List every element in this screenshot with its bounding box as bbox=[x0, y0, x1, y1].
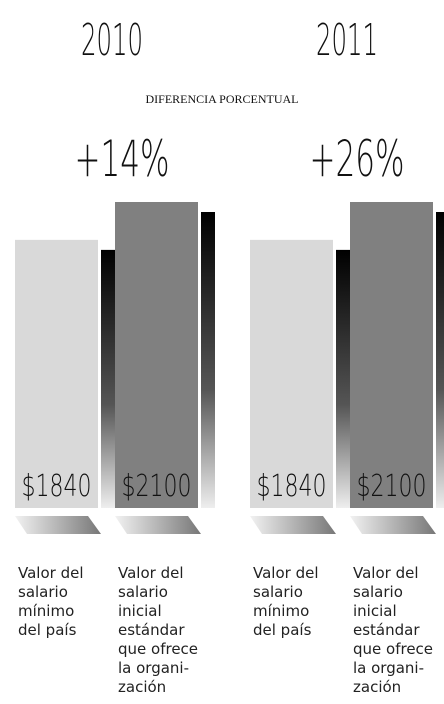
bar-side-shadow bbox=[101, 249, 115, 508]
category-label: Valor del bbox=[353, 564, 419, 582]
percent-annotation: +26% bbox=[310, 130, 405, 188]
category-label: la organi- bbox=[118, 659, 189, 677]
value-label: $2100 bbox=[122, 469, 192, 504]
category-label: que ofrece bbox=[353, 640, 433, 658]
category-label: estándar bbox=[118, 621, 185, 639]
bar-floor-shadow bbox=[15, 516, 101, 534]
bar bbox=[250, 239, 333, 508]
bar-floor-shadow bbox=[250, 516, 336, 534]
category-label: la organi- bbox=[353, 659, 424, 677]
bar-floor-shadow bbox=[350, 516, 436, 534]
category-label: zación bbox=[118, 678, 166, 696]
category-label: salario bbox=[353, 583, 403, 601]
category-label: mínimo bbox=[253, 602, 309, 620]
value-label: $2100 bbox=[357, 469, 427, 504]
bar-side-shadow bbox=[336, 249, 350, 508]
category-label: inicial bbox=[118, 602, 162, 620]
bar-floor-shadow bbox=[115, 516, 201, 534]
bar-side-shadow bbox=[436, 212, 444, 508]
category-label: zación bbox=[353, 678, 401, 696]
bar bbox=[15, 239, 98, 508]
year-title: 2010 bbox=[81, 15, 143, 66]
bar-side-shadow bbox=[201, 212, 215, 508]
value-label: $1840 bbox=[257, 469, 327, 504]
year-title: 2011 bbox=[316, 15, 378, 66]
percent-annotation: +14% bbox=[75, 130, 170, 188]
category-label: inicial bbox=[353, 602, 397, 620]
subtitle: DIFERENCIA PORCENTUAL bbox=[145, 92, 298, 106]
category-label: Valor del bbox=[118, 564, 184, 582]
bar bbox=[115, 202, 198, 508]
category-label: Valor del bbox=[253, 564, 319, 582]
bar bbox=[350, 202, 433, 508]
category-label: del país bbox=[253, 621, 312, 639]
category-label: salario bbox=[253, 583, 303, 601]
category-label: estándar bbox=[353, 621, 420, 639]
category-label: que ofrece bbox=[118, 640, 198, 658]
category-label: del país bbox=[18, 621, 77, 639]
category-label: mínimo bbox=[18, 602, 74, 620]
category-label: salario bbox=[118, 583, 168, 601]
value-label: $1840 bbox=[22, 469, 92, 504]
category-label: salario bbox=[18, 583, 68, 601]
category-label: Valor del bbox=[18, 564, 84, 582]
